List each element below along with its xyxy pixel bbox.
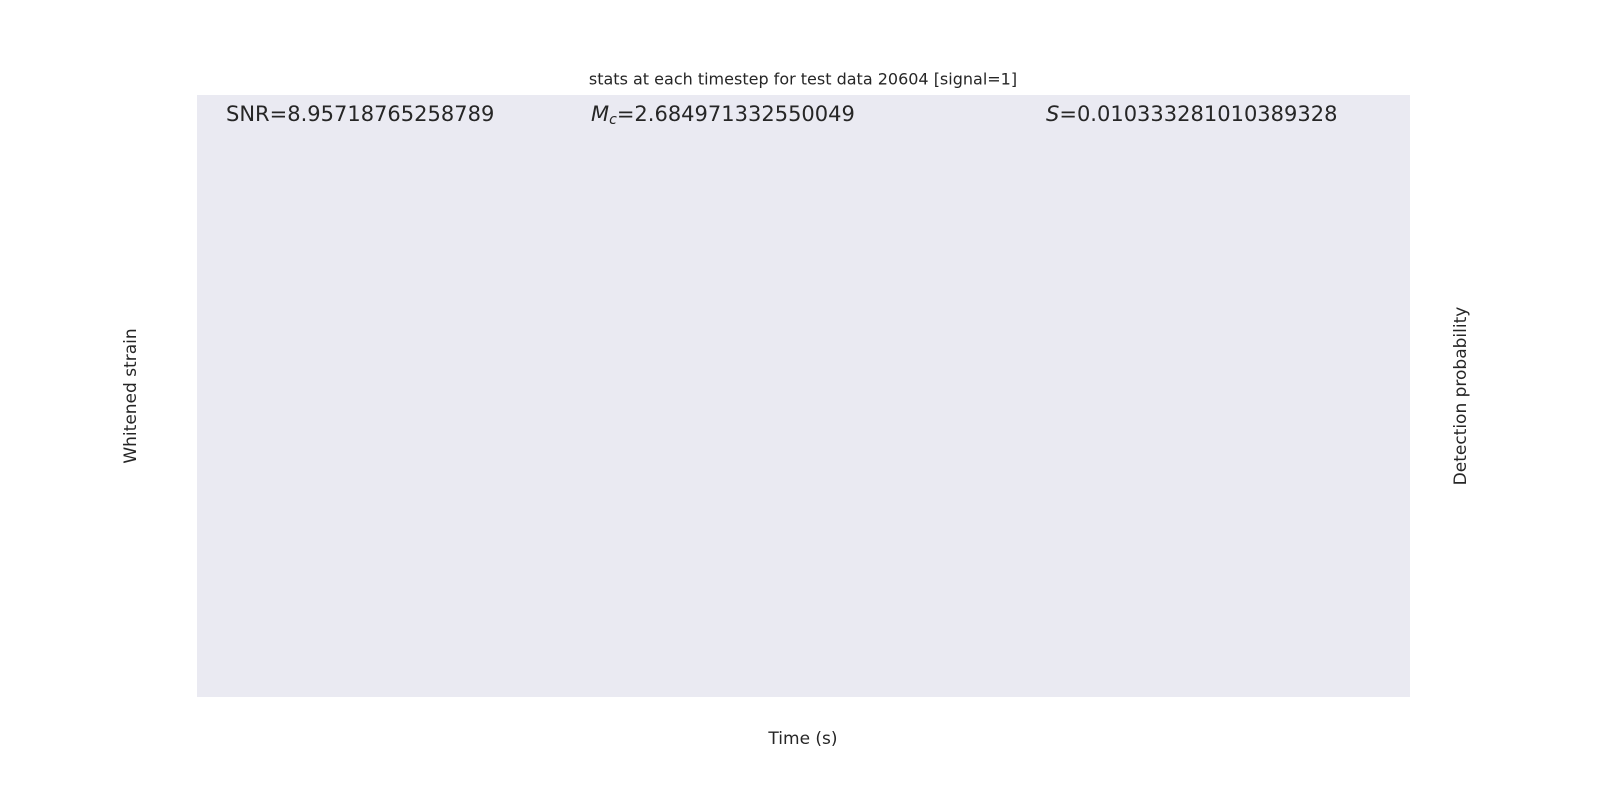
annotation-text: =2.684971332550049 bbox=[617, 102, 855, 126]
annotation: SNR=8.95718765258789 bbox=[226, 102, 494, 126]
annotation: Mc=2.684971332550049 bbox=[591, 102, 855, 128]
annotation: S=0.010333281010389328 bbox=[1046, 102, 1337, 126]
y2-axis-label: Detection probability bbox=[1451, 307, 1471, 486]
chart-title: stats at each timestep for test data 206… bbox=[589, 70, 1017, 89]
annotation-text: =0.010333281010389328 bbox=[1059, 102, 1337, 126]
annotation-symbol: S bbox=[1046, 102, 1059, 126]
y-axis-label: Whitened strain bbox=[121, 328, 141, 463]
annotation-subscript: c bbox=[609, 112, 617, 128]
x-axis-label: Time (s) bbox=[767, 729, 837, 749]
plot-area bbox=[197, 95, 1410, 697]
annotation-symbol: M bbox=[591, 102, 609, 126]
